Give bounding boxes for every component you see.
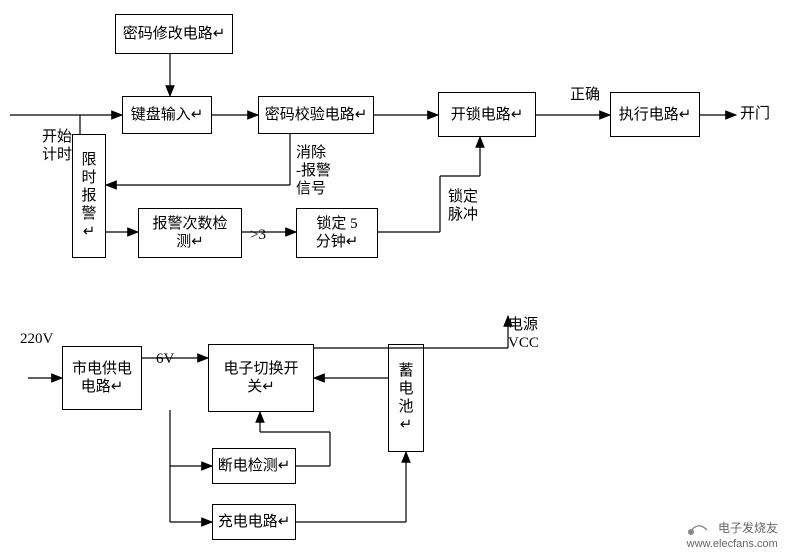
- diagram-arrows-layer: [0, 0, 792, 560]
